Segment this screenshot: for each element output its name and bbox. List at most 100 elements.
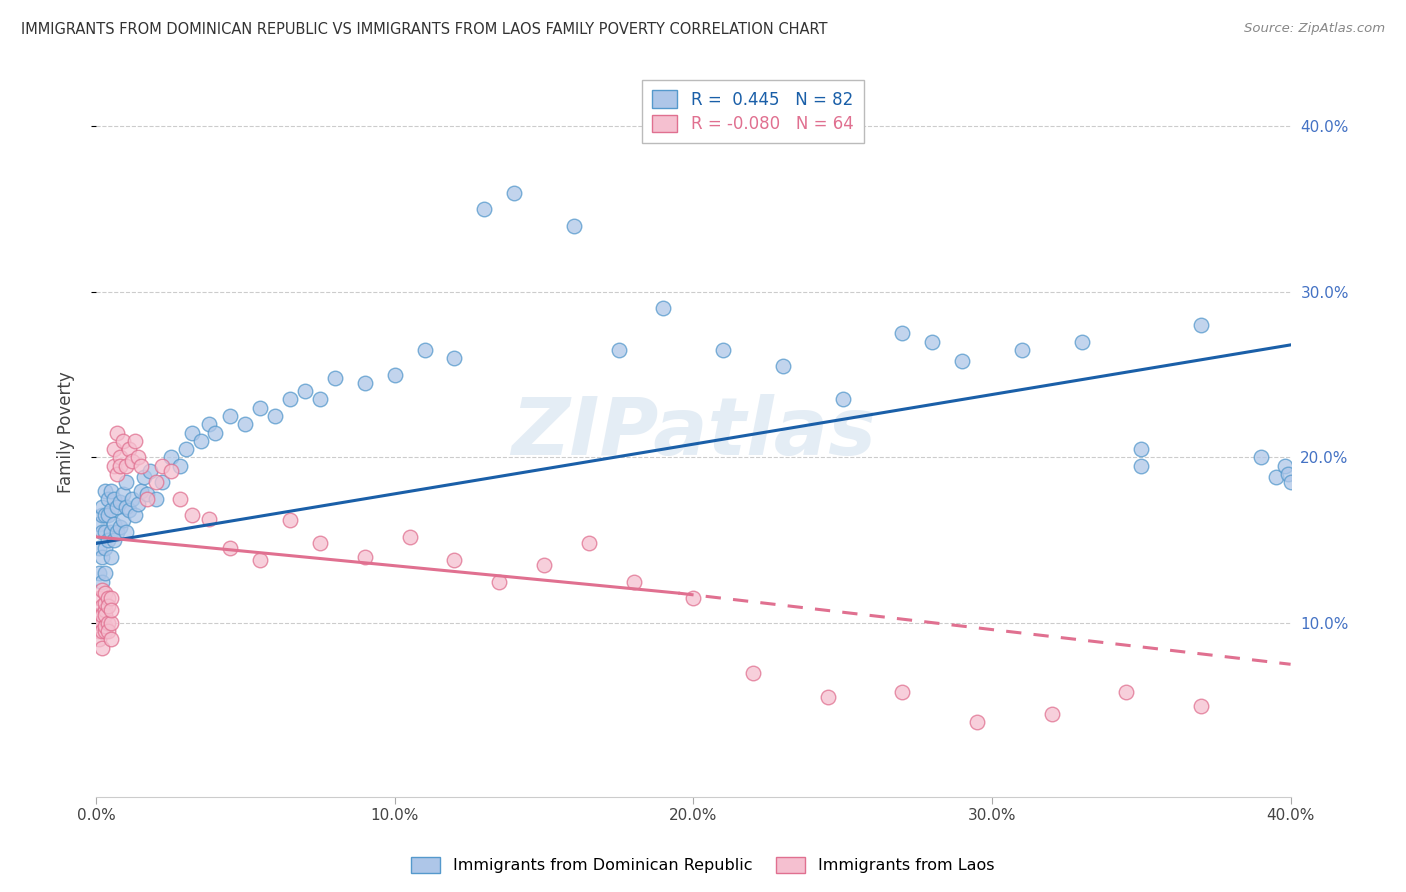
Point [94,596,117,610]
Point [87,591,110,606]
Point [950,354,973,368]
Point [1189,318,1212,332]
Point [219,409,242,423]
Point [105,500,128,514]
Point [115,475,138,490]
Point [100,591,122,606]
Point [132,470,155,484]
Point [91,574,114,589]
Point [87,566,110,581]
Point [100,503,122,517]
Point [607,343,630,357]
Point [121,491,143,506]
Point [309,536,332,550]
Point [91,508,114,523]
Point [353,376,375,390]
Point [87,607,110,622]
Point [124,508,146,523]
Point [135,491,157,506]
Point [353,549,375,564]
Point [129,458,152,473]
Point [384,368,406,382]
Point [443,351,465,365]
Point [831,392,853,407]
Point [100,632,122,647]
Point [97,615,120,630]
Point [135,487,157,501]
Point [91,582,114,597]
Point [1040,706,1063,721]
Legend: Immigrants from Dominican Republic, Immigrants from Laos: Immigrants from Dominican Republic, Immi… [405,850,1001,880]
Point [742,665,765,680]
Point [100,602,122,616]
Point [278,392,301,407]
Point [533,558,555,572]
Point [115,524,138,539]
Point [97,491,120,506]
Point [127,497,149,511]
Point [219,541,242,556]
Point [891,326,914,341]
Point [772,359,794,374]
Point [443,553,465,567]
Point [87,624,110,639]
Point [1011,343,1033,357]
Point [94,524,117,539]
Point [150,458,173,473]
Point [323,371,346,385]
Point [105,524,128,539]
Point [891,685,914,699]
Point [190,434,212,448]
Point [198,417,221,432]
Point [121,454,143,468]
Point [105,467,128,481]
Point [294,384,316,399]
Point [921,334,943,349]
Point [91,524,114,539]
Point [97,599,120,614]
Point [97,508,120,523]
Point [108,450,131,465]
Point [578,536,600,550]
Point [91,615,114,630]
Point [249,553,271,567]
Point [1070,334,1092,349]
Point [139,464,162,478]
Point [198,511,221,525]
Point [118,503,141,517]
Point [94,602,117,616]
Point [87,632,110,647]
Point [129,483,152,498]
Point [398,530,420,544]
Point [111,487,134,501]
Point [145,491,167,506]
Point [503,186,526,200]
Point [682,591,704,606]
Point [1274,458,1296,473]
Point [1189,698,1212,713]
Point [652,301,675,316]
Point [169,458,191,473]
Point [87,516,110,531]
Point [264,409,287,423]
Point [94,607,117,622]
Point [1279,475,1302,490]
Point [111,434,134,448]
Legend: R =  0.445   N = 82, R = -0.080   N = 64: R = 0.445 N = 82, R = -0.080 N = 64 [643,80,863,144]
Point [1250,450,1272,465]
Point [1277,467,1299,481]
Point [87,615,110,630]
Point [100,524,122,539]
Point [94,508,117,523]
Y-axis label: Family Poverty: Family Poverty [58,372,75,493]
Point [94,624,117,639]
Point [174,442,197,457]
Point [180,425,202,440]
Point [278,513,301,527]
Point [204,425,226,440]
Point [562,219,585,233]
Text: Source: ZipAtlas.com: Source: ZipAtlas.com [1244,22,1385,36]
Point [145,475,167,490]
Point [111,513,134,527]
Point [91,549,114,564]
